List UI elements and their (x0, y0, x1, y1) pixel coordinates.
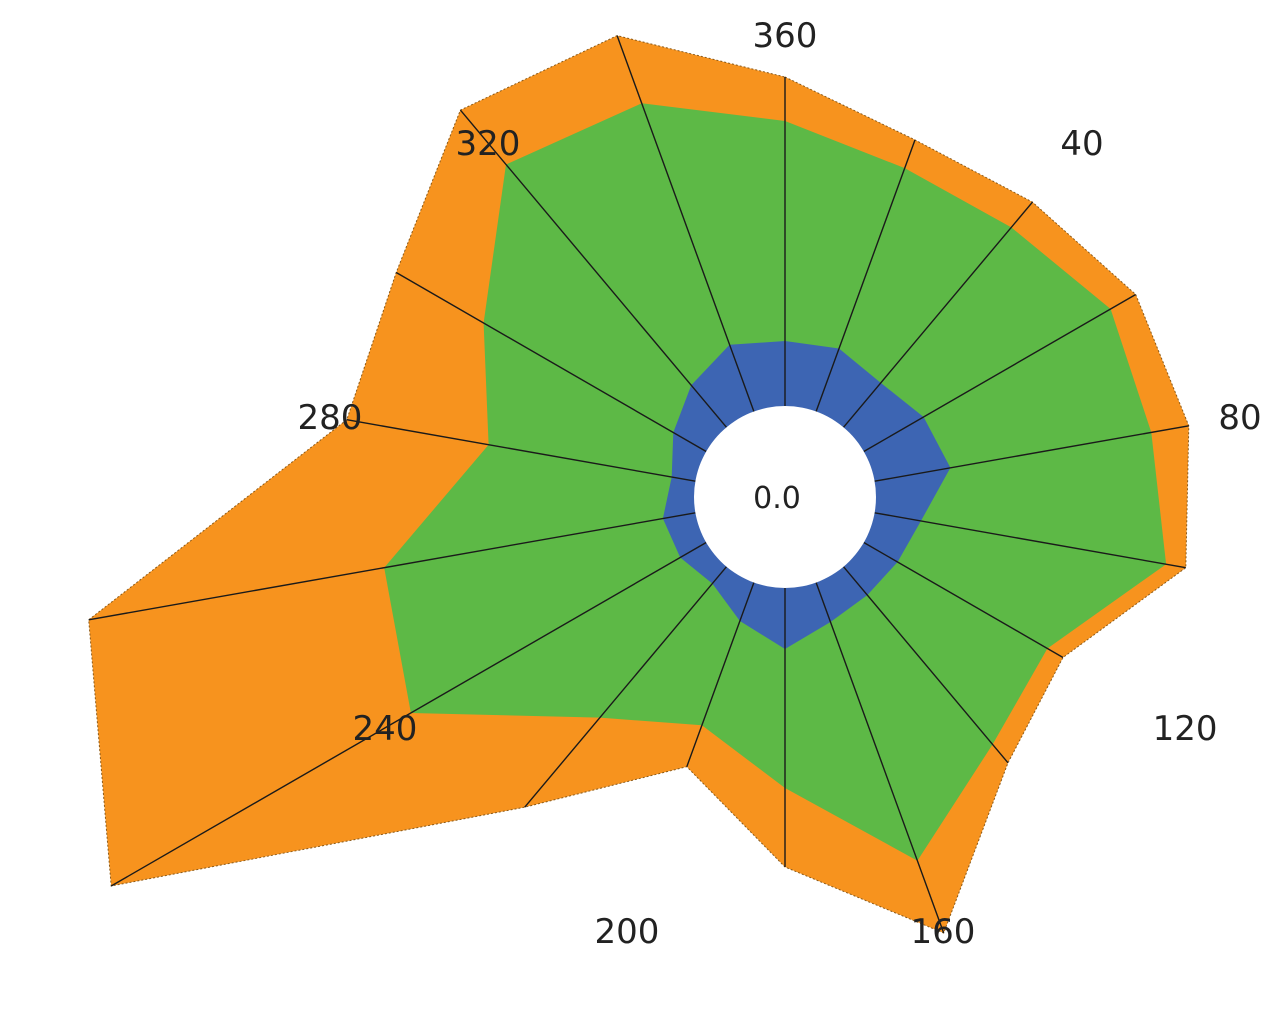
spoke-220 (524, 566, 728, 808)
series-areas (88, 35, 1190, 934)
tick-label-240: 240 (352, 709, 417, 749)
tick-label-280: 280 (298, 398, 363, 438)
tick-label-40: 40 (1060, 124, 1103, 164)
spoke-120 (863, 541, 1064, 659)
center-circle (694, 406, 876, 588)
tick-labels: 360 40 80 120 160 200 240 280 320 (298, 16, 1262, 952)
spoke-240 (110, 541, 707, 887)
spokes (88, 35, 1189, 934)
tick-label-160: 160 (911, 912, 976, 952)
spoke-200 (686, 582, 755, 767)
tick-label-120: 120 (1153, 709, 1218, 749)
spoke-280 (346, 419, 696, 482)
spoke-40 (842, 201, 1034, 428)
spoke-100 (874, 512, 1186, 569)
spoke-60 (863, 293, 1137, 453)
spoke-260 (88, 512, 696, 621)
tick-label-360: 360 (753, 16, 818, 56)
spoke-160 (815, 582, 945, 934)
spoke-320 (459, 109, 728, 428)
spoke-140 (842, 566, 1009, 764)
tick-label-80: 80 (1218, 398, 1261, 438)
center-hole: 0.0 (694, 406, 876, 588)
spoke-20 (815, 139, 916, 412)
spoke-80 (874, 425, 1189, 482)
spoke-300 (395, 271, 707, 453)
spoke-340 (616, 35, 755, 412)
tick-label-320: 320 (456, 124, 521, 164)
center-label: 0.0 (753, 481, 801, 516)
tick-label-200: 200 (595, 912, 660, 952)
